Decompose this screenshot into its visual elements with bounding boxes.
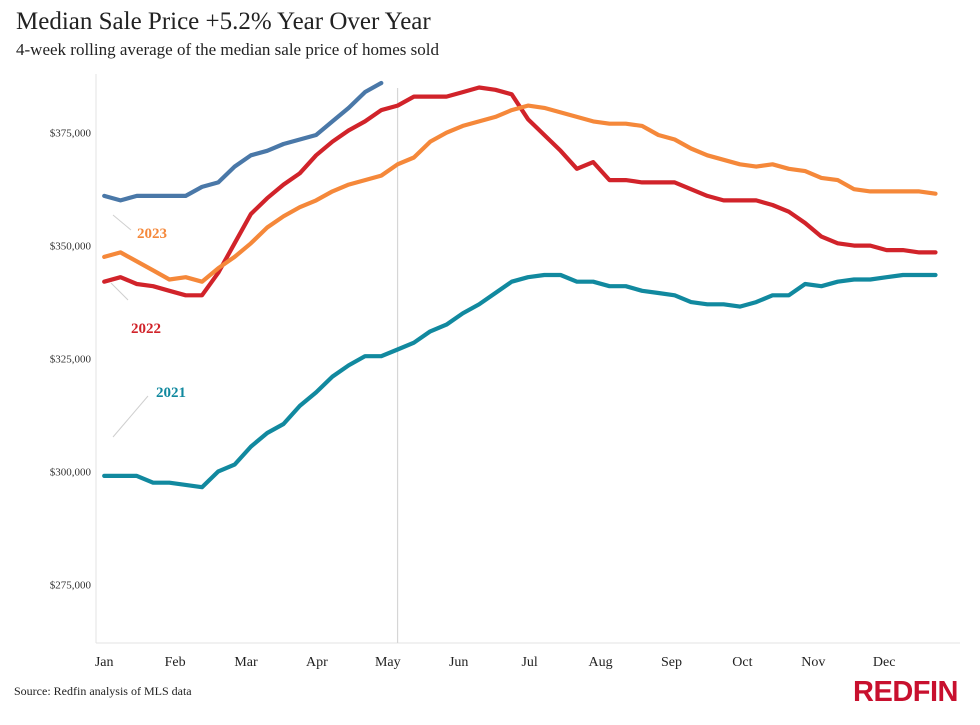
y-tick-label: $375,000: [50, 128, 92, 140]
series-line-2022: [102, 85, 938, 298]
leader-line-2021: [112, 395, 149, 438]
y-tick-label: $300,000: [50, 466, 92, 478]
chart-subtitle: 4-week rolling average of the median sal…: [16, 40, 439, 59]
x-tick-label: Nov: [801, 655, 825, 670]
leader-line-2023: [112, 214, 132, 231]
redfin-logo: REDFIN: [853, 676, 958, 708]
y-tick-label: $275,000: [50, 579, 92, 591]
y-tick-label: $325,000: [50, 354, 92, 366]
chart-lines: [102, 80, 938, 490]
series-label-2022: 2022: [131, 321, 161, 337]
chart-title: Median Sale Price +5.2% Year Over Year: [16, 8, 431, 35]
series-label-2021: 2021: [156, 385, 186, 401]
chart-series-labels: 2023 2022 2021: [110, 214, 186, 438]
x-tick-label: Dec: [873, 655, 896, 670]
source-note: Source: Redfin analysis of MLS data: [14, 684, 192, 698]
series-label-2023: 2023: [137, 226, 167, 242]
x-tick-label: Apr: [306, 655, 328, 670]
y-tick-label: $350,000: [50, 241, 92, 253]
x-tick-label: Jul: [521, 655, 537, 670]
x-tick-label: May: [375, 655, 401, 670]
series-line-2023-current: [102, 80, 384, 203]
chart-axes: $275,000 $300,000 $325,000 $350,000 $375,000…: [50, 74, 960, 670]
x-tick-label: Oct: [732, 655, 752, 670]
x-tick-label: Feb: [165, 655, 186, 670]
series-line-2021: [102, 272, 938, 490]
series-line-2023: [102, 103, 938, 284]
leader-line-2022: [110, 282, 129, 301]
x-tick-label: Jan: [95, 655, 114, 670]
x-tick-label: Jun: [449, 655, 468, 670]
x-tick-label: Sep: [661, 655, 682, 670]
x-tick-label: Mar: [234, 655, 258, 670]
x-tick-label: Aug: [588, 655, 612, 670]
